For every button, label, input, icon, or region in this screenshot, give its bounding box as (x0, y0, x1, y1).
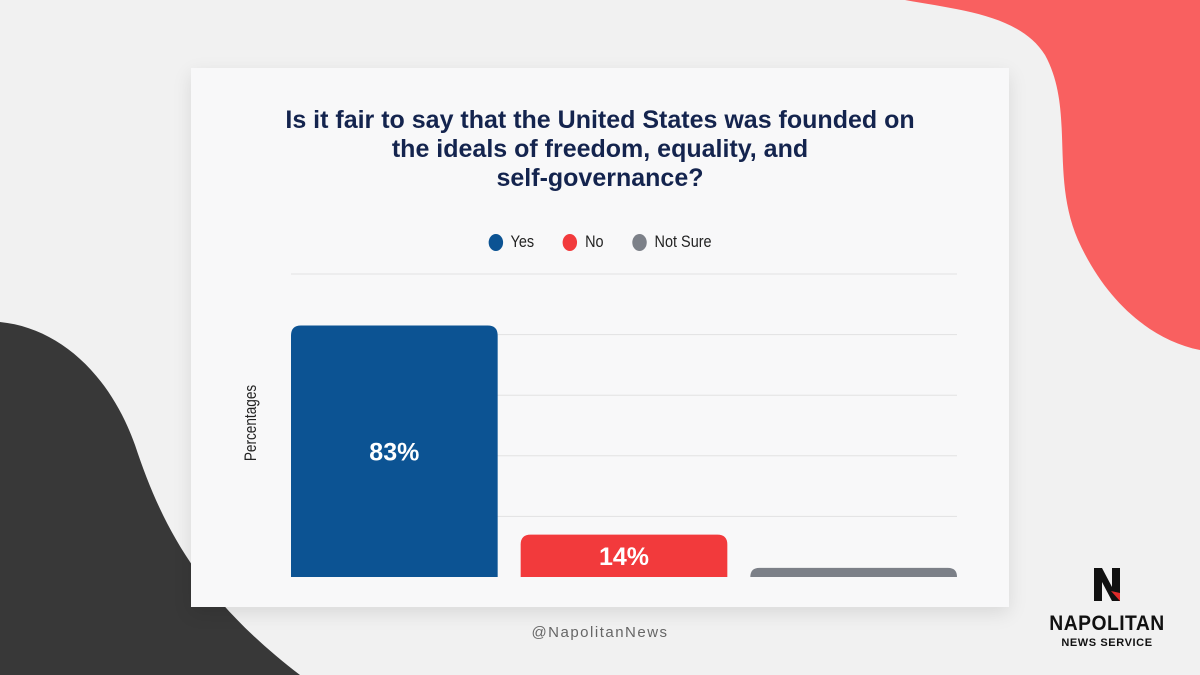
legend-label-yes: Yes (510, 232, 535, 251)
legend-item-not-sure: Not Sure (632, 232, 712, 252)
legend-swatch-no (562, 233, 578, 251)
legend-label-no: No (585, 232, 604, 251)
legend-item-yes: Yes (488, 232, 534, 252)
social-handle: @NapolitanNews (531, 624, 669, 641)
brand-logo: NAPOLITAN NEWS SERVICE (1042, 565, 1172, 649)
legend-item-no: No (562, 232, 604, 252)
legend-label-not-sure: Not Sure (654, 232, 712, 251)
legend-swatch-not-sure (632, 233, 647, 251)
chart-card: Is it fair to say that the United States… (191, 68, 1009, 607)
bar-not-sure (750, 567, 957, 577)
napolitan-n-logo-icon (1094, 568, 1120, 601)
chart-legend: Yes No Not Sure (252, 232, 947, 252)
bar-chart: 83% 14% (291, 273, 957, 577)
chart-title: Is it fair to say that the United States… (285, 106, 915, 192)
logo-subtitle: NEWS SERVICE (1061, 637, 1153, 649)
legend-swatch-yes (488, 233, 503, 251)
bar-no (520, 534, 728, 577)
data-label-no: 14% (599, 543, 649, 571)
logo-name: NAPOLITAN (1049, 612, 1165, 635)
dark-blob (0, 322, 300, 675)
data-label-yes: 83% (369, 438, 419, 466)
coral-blob (905, 0, 1200, 350)
bar-yes (291, 325, 498, 577)
